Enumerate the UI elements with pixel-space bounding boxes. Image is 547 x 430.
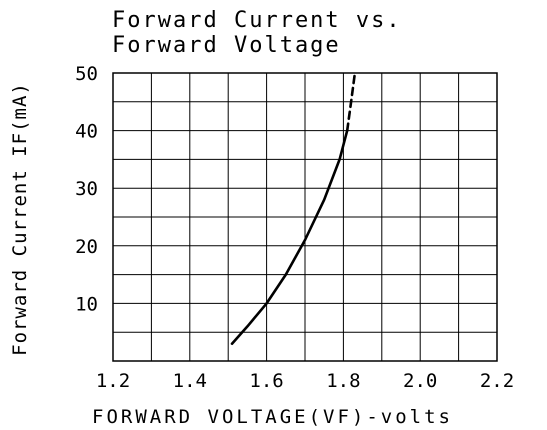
plot-frame bbox=[112, 72, 498, 362]
y-tick-label: 10 bbox=[75, 293, 98, 315]
series-line-dashed bbox=[345, 71, 357, 132]
x-tick-label: 1.2 bbox=[96, 370, 130, 392]
chart-title-line-1: Forward Current vs. bbox=[112, 8, 402, 33]
y-tick-label: 30 bbox=[75, 178, 98, 200]
x-tick-label: 1.4 bbox=[173, 370, 207, 392]
x-tick-label: 2.2 bbox=[480, 370, 514, 392]
grid bbox=[113, 73, 497, 361]
y-tick-label: 40 bbox=[75, 121, 98, 143]
y-tick-labels: 10 20 30 40 50 bbox=[75, 63, 98, 315]
y-axis-label: Forward Current IF(mA) bbox=[9, 82, 31, 356]
x-tick-label: 2.0 bbox=[403, 370, 437, 392]
x-tick-label: 1.8 bbox=[326, 370, 360, 392]
series-group bbox=[230, 71, 357, 345]
series-line-solid bbox=[230, 129, 349, 345]
chart-title-line-2: Forward Voltage bbox=[112, 33, 341, 58]
x-tick-labels: 1.2 1.4 1.6 1.8 2.0 2.2 bbox=[96, 370, 514, 392]
y-tick-label: 50 bbox=[75, 63, 98, 85]
x-axis-label: FORWARD VOLTAGE(VF)-volts bbox=[92, 406, 453, 428]
y-tick-label: 20 bbox=[75, 236, 98, 258]
x-tick-label: 1.6 bbox=[249, 370, 283, 392]
